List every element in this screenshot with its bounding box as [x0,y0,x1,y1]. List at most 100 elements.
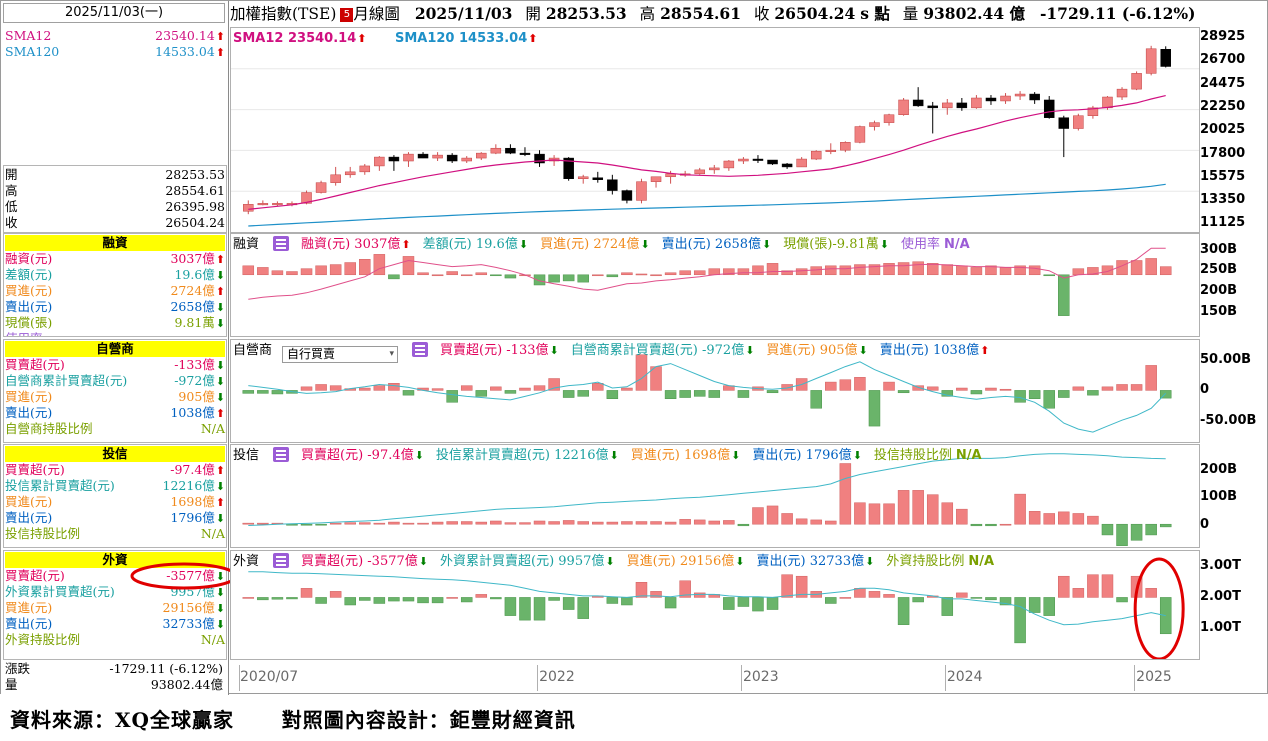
data-bar [810,390,822,409]
legend-item-text: 差額(元) 19.6億 [422,237,518,252]
y-tick-label: 26700 [1200,52,1246,68]
dealer-type-select[interactable]: 自行買賣 ▾ [282,346,399,363]
trust-row-value: N/A [200,526,225,541]
margin-row-value-wrap: 9.81萬⬇ [174,315,225,332]
trust-panel-title: 投信 [233,448,260,463]
data-bar [271,390,284,395]
indicator-menu-icon[interactable] [412,342,429,357]
sidebar-date[interactable]: 2025/11/03(一) [3,3,225,23]
candle-body [315,182,327,193]
trust-row-label: 買進(元) [5,494,53,509]
arrow-down-icon: ⬇ [762,238,772,251]
foreign-row-value: N/A [200,632,225,647]
candle-body [1116,88,1128,98]
indicator-menu-icon[interactable] [273,447,290,462]
arrow-down-icon: ⬇ [215,602,225,615]
trust-block [3,444,227,548]
legend-item-text: 賣出(元) 2658億 [661,237,762,252]
data-bar [519,522,531,525]
indicator-menu-icon[interactable] [273,236,290,251]
dealer-row: 自營商持股比例 N/A [5,421,225,437]
margin-bar-chart[interactable] [231,234,1199,336]
arrow-down-icon: ⬇ [852,449,862,462]
data-bar [679,390,691,398]
candle-body [942,102,953,109]
high-label: 高 [639,5,656,23]
indicator-menu-icon[interactable] [273,553,290,568]
trust-row-value: 1796億 [170,510,215,525]
data-bar [635,582,648,598]
arrow-up-icon: ⬆ [215,464,225,477]
candle-body [607,179,618,191]
data-bar [359,597,371,601]
data-bar [737,390,750,398]
trust-row: 買賣超(元) -97.4億⬆ [5,462,225,478]
foreign-panel[interactable]: 外資 買賣超(元) -3577億⬇ 外資累計買賣超(元) 9957億⬇ 買進(元) 2… [230,550,1200,660]
data-bar [562,390,575,398]
dealer-row: 買賣超(元) -133億⬇ [5,357,225,373]
margin-row-value-wrap: 3037億⬆ [170,251,225,268]
index-name[interactable]: 加權指數(TSE) [230,5,337,23]
arrow-down-icon: ⬇ [215,269,225,282]
legend-item: 差額(元) 19.6億⬇ [423,237,528,252]
data-bar [1028,511,1041,525]
data-bar [606,390,619,399]
foreign-row-value-wrap: -3577億⬇ [166,568,225,585]
data-bar [402,256,415,276]
margin-row-label: 現償(張) [5,315,53,330]
data-bar [737,268,750,276]
trust-panel[interactable]: 投信 買賣超(元) -97.4億⬇ 投信累計買賣超(元) 12216億⬇ 買進(元) … [230,444,1200,548]
foreign-row-label: 外資累計買賣超(元) [5,584,115,599]
data-bar [1130,260,1143,276]
margin-panel[interactable]: 融資 融資(元) 3037億⬆ 差額(元) 19.6億⬇ 買進(元) 2724億⬇ 賣出… [230,233,1200,337]
data-bar [693,390,706,397]
candle-body [1000,95,1011,102]
data-bar [1087,574,1099,598]
arrow-down-icon: ⬇ [215,375,225,388]
data-bar [664,390,677,399]
data-bar [766,505,779,525]
data-bar [446,390,458,403]
sma12-line [248,95,1166,210]
data-bar [533,274,546,286]
dealer-panel[interactable]: 自營商 自行買賣 ▾ 買賣超(元) -133億⬇ 自營商累計買賣超(元) -972億⬇ 買… [230,339,1200,443]
arrow-down-icon: ⬇ [215,570,225,583]
margin-row-value: 9.81萬 [174,315,215,330]
data-bar [402,597,415,602]
candle-body [840,142,851,151]
data-bar [606,274,619,278]
data-bar [679,270,691,276]
data-bar [1043,597,1055,616]
period-label[interactable]: 月線圖 [353,5,400,23]
data-bar [912,597,924,603]
dealer-bar-chart[interactable] [231,340,1199,442]
price-panel[interactable]: SMA12 23540.14⬆ SMA120 14533.04⬆ [230,27,1200,233]
open-value: 28253.53 [545,4,627,23]
legend-item: 現償(張)-9.81萬⬇ [783,237,889,252]
dealer-row-label: 自營商持股比例 [5,421,93,436]
arrow-down-icon: ⬇ [215,301,225,314]
data-bar [1087,267,1099,276]
legend-item-text: 買賣超(元) -3577億 [301,554,418,569]
trust-row-label: 投信累計買賣超(元) [5,478,115,493]
data-bar [519,387,531,391]
data-bar [621,272,633,276]
arrow-down-icon: ⬇ [414,449,424,462]
highlight-circle [130,562,238,590]
y-tick-label: 28925 [1200,29,1246,45]
legend-item: 買進(元) 29156億⬇ [627,554,745,569]
data-bar [1130,384,1143,391]
period-badge[interactable]: 5 [340,8,354,22]
candle-body [1029,93,1040,101]
candlestick-chart[interactable] [231,28,1199,232]
data-bar [475,521,488,525]
data-bar [577,274,589,283]
foreign-bar-chart[interactable] [231,551,1199,659]
data-bar [417,522,429,525]
data-bar [897,597,910,625]
data-bar [970,597,983,599]
trust-bar-chart[interactable] [231,445,1199,547]
sidebar-sma120-row: SMA120 14533.04⬆ [5,44,225,60]
dealer-row: 買進(元) 905億⬇ [5,389,225,405]
data-bar [868,264,881,276]
